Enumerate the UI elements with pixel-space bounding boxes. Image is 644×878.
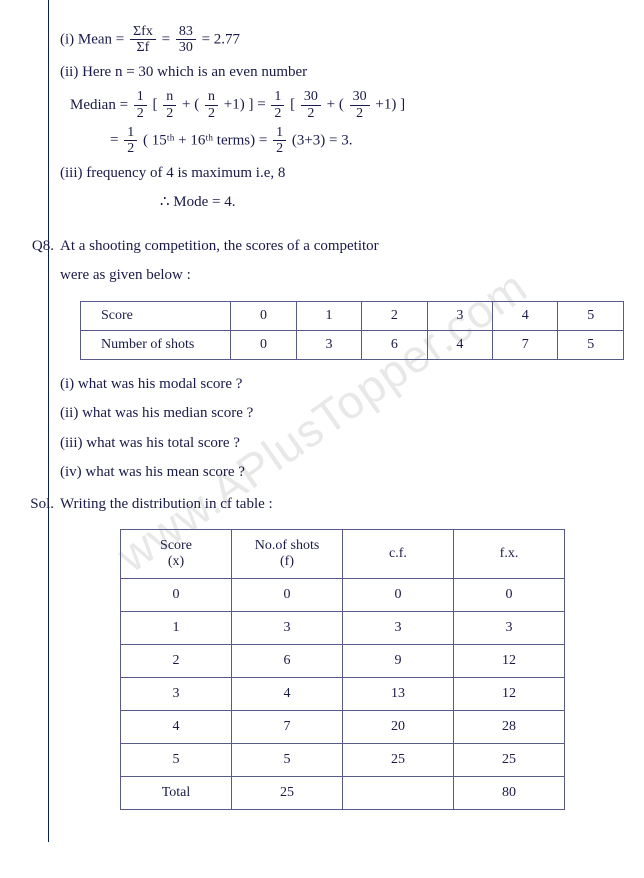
table-total-row: Total2580 (121, 777, 565, 810)
median-line2: = 12 ( 15ᵗʰ + 16ᵗʰ terms) = 12 (3+3) = 3… (60, 125, 624, 157)
q-i: (i) what was his modal score ? (60, 372, 624, 398)
mode-line: ∴ Mode = 4. (160, 190, 624, 216)
mean-line: (i) Mean = ΣfxΣf = 8330 = 2.77 (60, 24, 624, 56)
n-line: (ii) Here n = 30 which is an even number (60, 60, 624, 86)
cf-table: Score(x) No.of shots(f) c.f. f.x. 0000 1… (120, 529, 565, 810)
median-line1: Median = 12 [ n2 + ( n2 +1) ] = 12 [ 302… (60, 89, 624, 121)
table-row: Number of shots 036 475 (81, 330, 624, 359)
q8-text1: At a shooting competition, the scores of… (60, 238, 379, 254)
table-row: Score 012 345 (81, 301, 624, 330)
table-row: 472028 (121, 711, 565, 744)
table-row: 552525 (121, 744, 565, 777)
freq-line: (iii) frequency of 4 is maximum i.e, 8 (60, 161, 624, 187)
q-ii: (ii) what was his median score ? (60, 401, 624, 427)
q-iv: (iv) what was his mean score ? (60, 460, 624, 486)
sol-text: Writing the distribution in cf table : (60, 496, 273, 512)
table-row: 0000 (121, 579, 565, 612)
table-row: 341312 (121, 678, 565, 711)
q-iii: (iii) what was his total score ? (60, 431, 624, 457)
table-row: 1333 (121, 612, 565, 645)
table-header: Score(x) No.of shots(f) c.f. f.x. (121, 530, 565, 579)
q8-label: Q8. (12, 234, 54, 260)
table-row: 26912 (121, 645, 565, 678)
q8-text2: were as given below : (60, 263, 624, 289)
score-table: Score 012 345 Number of shots 036 475 (80, 301, 624, 360)
sol-label: Sol. (12, 492, 54, 518)
